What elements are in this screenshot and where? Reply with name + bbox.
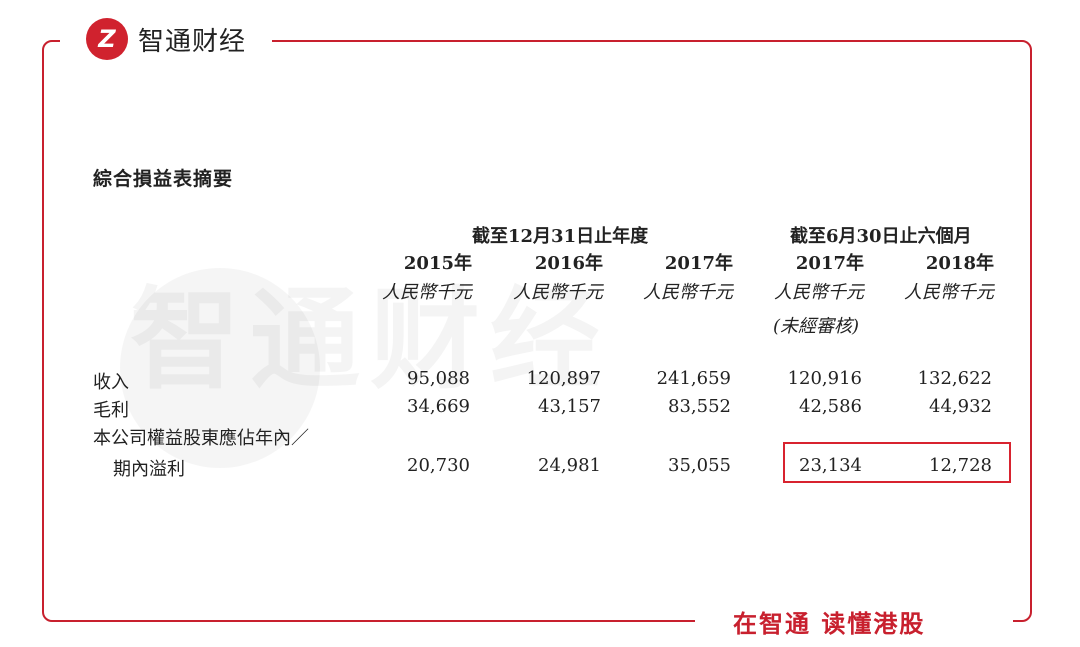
column-year: 2018年 <box>925 253 994 274</box>
brand-logo: Z 智通财经 <box>86 18 246 60</box>
watermark-logo <box>120 268 320 468</box>
logo-text: 智通财经 <box>138 26 247 57</box>
column-year: 2017年 <box>664 253 733 274</box>
column-year: 2016年 <box>534 253 603 274</box>
table-cell: 132,622 <box>917 368 992 389</box>
red-frame <box>42 40 1032 622</box>
table-cell: 42,586 <box>799 396 862 417</box>
row-label-revenue: 收入 <box>93 372 129 393</box>
group-header-annual: 截至12月31日止年度 <box>472 226 649 247</box>
group-header-interim: 截至6月30日止六個月 <box>790 226 972 247</box>
column-year: 2015年 <box>403 253 472 274</box>
table-cell: 35,055 <box>668 455 731 476</box>
table-cell: 23,134 <box>799 455 862 476</box>
column-unit: 人民幣千元 <box>382 282 472 303</box>
table-cell: 43,157 <box>538 396 601 417</box>
column-year: 2017年 <box>795 253 864 274</box>
column-unit: 人民幣千元 <box>643 282 733 303</box>
row-label-profit: 本公司權益股東應佔年內／ <box>93 428 309 449</box>
highlight-box <box>783 442 1011 483</box>
watermark: 智通财经 <box>130 250 610 410</box>
table-cell: 20,730 <box>407 455 470 476</box>
logo-mark-icon: Z <box>86 18 128 60</box>
table-cell: 24,981 <box>538 455 601 476</box>
table-cell: 44,932 <box>929 396 992 417</box>
table-cell: 241,659 <box>656 368 731 389</box>
row-label-profit-2: 期內溢利 <box>113 459 185 480</box>
column-unit: 人民幣千元 <box>904 282 994 303</box>
page-title: 綜合損益表摘要 <box>93 168 234 190</box>
table-cell: 12,728 <box>929 455 992 476</box>
slogan: 在智通 读懂港股 <box>733 610 926 638</box>
column-unit: 人民幣千元 <box>774 282 864 303</box>
column-note: (未經審核) <box>772 316 859 337</box>
table-cell: 120,897 <box>526 368 601 389</box>
table-cell: 34,669 <box>407 396 470 417</box>
table-cell: 83,552 <box>668 396 731 417</box>
row-label-gross-profit: 毛利 <box>93 400 129 421</box>
table-cell: 120,916 <box>787 368 862 389</box>
table-cell: 95,088 <box>407 368 470 389</box>
column-unit: 人民幣千元 <box>513 282 603 303</box>
